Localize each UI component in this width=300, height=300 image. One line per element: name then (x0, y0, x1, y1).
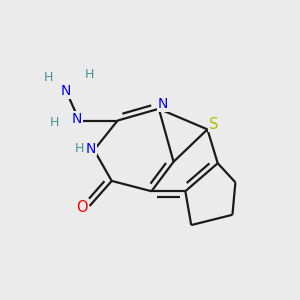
Text: H: H (50, 116, 59, 128)
Text: H: H (44, 71, 53, 84)
Text: O: O (76, 200, 88, 215)
Text: N: N (61, 84, 71, 98)
Text: N: N (158, 98, 168, 111)
Text: S: S (209, 117, 219, 132)
Text: H: H (75, 142, 85, 155)
Text: N: N (72, 112, 82, 126)
Text: N: N (86, 142, 96, 155)
Text: H: H (85, 68, 94, 81)
